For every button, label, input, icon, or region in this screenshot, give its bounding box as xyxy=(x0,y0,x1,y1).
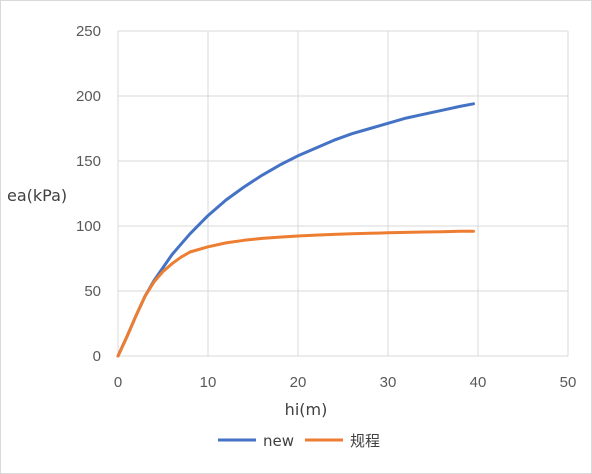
y-tick-label: 0 xyxy=(93,348,101,365)
y-tick-label: 150 xyxy=(76,153,101,170)
legend-label-new: new xyxy=(263,432,294,450)
y-axis-label: ea(kPa) xyxy=(7,186,67,205)
series-lines xyxy=(116,102,475,358)
series-line-0 xyxy=(116,102,475,358)
x-tick-label: 40 xyxy=(470,374,487,391)
x-tick-label: 10 xyxy=(200,374,217,391)
gridlines xyxy=(117,30,569,357)
y-tick-label: 50 xyxy=(84,283,101,300)
y-tick-label: 100 xyxy=(76,218,101,235)
x-tick-label: 0 xyxy=(114,374,122,391)
x-tick-label: 30 xyxy=(380,374,397,391)
y-tick-labels: 0 50 100 150 200 250 xyxy=(76,23,101,365)
legend: new 规程 xyxy=(218,432,380,450)
x-tick-labels: 0 10 20 30 40 50 xyxy=(114,374,577,391)
y-tick-label: 250 xyxy=(76,23,101,40)
series-line-1 xyxy=(116,229,475,358)
x-tick-label: 50 xyxy=(560,374,577,391)
x-axis-label: hi(m) xyxy=(285,400,328,419)
x-tick-label: 20 xyxy=(290,374,307,391)
y-tick-label: 200 xyxy=(76,88,101,105)
legend-label-guicheng: 规程 xyxy=(350,432,380,450)
